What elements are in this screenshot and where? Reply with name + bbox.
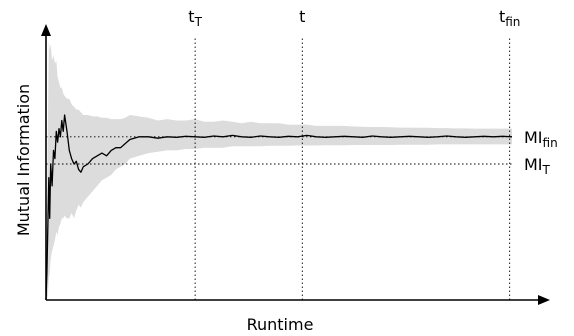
hline-label-fin: MIfin [524,128,558,150]
vline-label-T: tT [188,7,202,29]
x-axis-label: Runtime [247,315,314,334]
hline-label-T: MIT [524,155,551,177]
mean-line-layer [45,114,513,301]
reference-labels-layer: tT t tfin MIfin MIT [188,7,557,177]
confidence-band [46,41,512,300]
mutual-information-line [45,114,513,301]
confidence-band-layer [46,41,512,300]
vline-label-fin: tfin [499,7,520,29]
axes [41,24,550,305]
y-axis-label: Mutual Information [14,84,33,236]
x-axis-arrowhead [538,295,550,305]
vline-label-current: t [299,7,305,26]
y-axis-arrowhead [41,24,51,36]
